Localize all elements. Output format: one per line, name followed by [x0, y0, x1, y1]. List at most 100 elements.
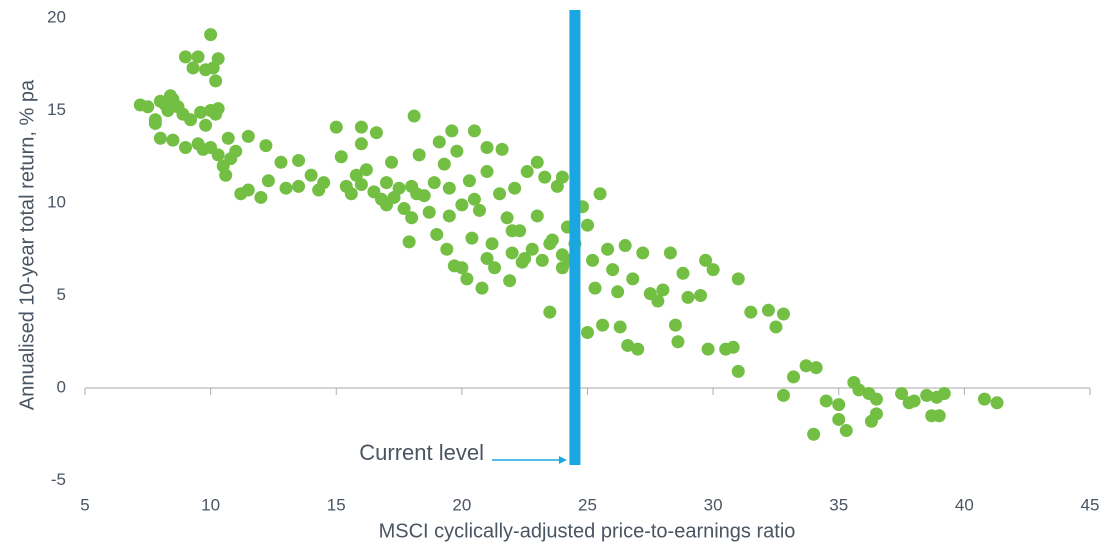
- point: [656, 283, 670, 297]
- point: [211, 148, 225, 162]
- point: [606, 263, 620, 277]
- point: [199, 118, 213, 132]
- point: [344, 187, 358, 201]
- point: [869, 392, 883, 406]
- x-tick-label: 45: [1081, 495, 1100, 514]
- point: [744, 305, 758, 319]
- point: [593, 187, 607, 201]
- point: [611, 285, 625, 299]
- point: [407, 109, 421, 123]
- point: [869, 407, 883, 421]
- point: [776, 307, 790, 321]
- point: [601, 242, 615, 256]
- point: [475, 281, 489, 295]
- point: [852, 383, 866, 397]
- x-tick-label: 40: [955, 495, 974, 514]
- point: [445, 124, 459, 138]
- point: [261, 174, 275, 188]
- point: [211, 52, 225, 66]
- point: [761, 303, 775, 317]
- point: [194, 105, 208, 119]
- point: [329, 120, 343, 134]
- point: [442, 209, 456, 223]
- x-axis-label: MSCI cyclically-adjusted price-to-earnin…: [379, 520, 796, 542]
- point: [460, 272, 474, 286]
- point: [731, 272, 745, 286]
- point: [465, 231, 479, 245]
- point: [907, 394, 921, 408]
- point: [402, 235, 416, 249]
- point: [211, 102, 225, 116]
- point: [440, 242, 454, 256]
- point: [706, 263, 720, 277]
- point: [179, 141, 192, 154]
- point: [520, 165, 534, 179]
- point: [651, 294, 665, 308]
- point: [462, 174, 476, 188]
- point: [279, 181, 293, 195]
- point: [493, 187, 507, 201]
- point: [937, 387, 951, 401]
- point: [254, 190, 268, 204]
- point: [432, 135, 446, 149]
- point: [405, 179, 419, 193]
- point: [726, 340, 740, 354]
- point: [221, 131, 235, 145]
- point: [437, 157, 451, 171]
- point: [488, 261, 502, 275]
- point: [397, 202, 411, 216]
- point: [839, 424, 853, 438]
- point: [317, 176, 331, 190]
- point: [229, 144, 243, 158]
- point: [186, 61, 200, 75]
- point: [621, 338, 635, 352]
- y-tick-label: 0: [57, 377, 66, 396]
- point: [274, 155, 288, 169]
- point: [832, 412, 846, 426]
- point: [184, 113, 198, 127]
- point: [472, 203, 486, 217]
- point: [179, 50, 192, 64]
- point: [304, 168, 318, 182]
- point: [380, 198, 393, 212]
- point: [380, 176, 393, 190]
- point: [455, 261, 469, 275]
- point: [990, 396, 1004, 410]
- point: [191, 50, 205, 64]
- x-tick-label: 10: [201, 495, 220, 514]
- point: [668, 318, 682, 332]
- point: [359, 163, 373, 177]
- point: [631, 342, 645, 356]
- point: [334, 150, 348, 164]
- point: [219, 168, 233, 182]
- y-tick-label: 10: [47, 192, 66, 211]
- point: [530, 209, 544, 223]
- point: [538, 170, 552, 184]
- point: [161, 104, 175, 117]
- point: [586, 253, 600, 267]
- point: [455, 198, 469, 212]
- point: [676, 266, 690, 280]
- point: [495, 142, 509, 156]
- y-tick-label: 20: [47, 7, 66, 26]
- point: [809, 361, 823, 375]
- point: [442, 181, 456, 195]
- point: [153, 131, 167, 145]
- point: [292, 153, 306, 167]
- point: [671, 335, 685, 349]
- y-axis-label: Annualised 10-year total return, % pa: [16, 79, 38, 410]
- x-tick-label: 35: [829, 495, 848, 514]
- point: [241, 129, 255, 143]
- point: [681, 290, 695, 304]
- point: [467, 124, 481, 138]
- point: [518, 252, 532, 265]
- point: [405, 211, 419, 225]
- y-tick-label: 15: [47, 100, 66, 119]
- point: [819, 394, 833, 408]
- point: [832, 398, 846, 412]
- point: [450, 144, 464, 158]
- point: [613, 320, 627, 334]
- point: [895, 387, 909, 401]
- point: [694, 289, 708, 302]
